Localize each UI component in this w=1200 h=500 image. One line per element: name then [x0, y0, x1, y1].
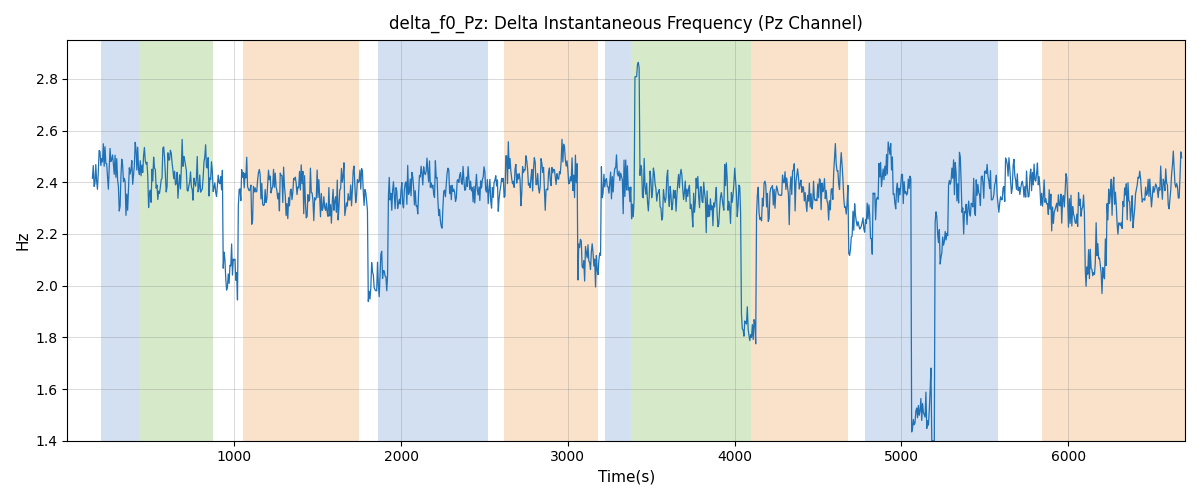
Y-axis label: Hz: Hz: [16, 230, 30, 250]
Bar: [1042, 40, 1118, 440]
Bar: [139, 40, 212, 440]
Bar: [242, 40, 359, 440]
Bar: [504, 40, 523, 440]
Bar: [101, 40, 139, 440]
Bar: [1118, 40, 1186, 440]
Bar: [631, 40, 668, 440]
Title: delta_f0_Pz: Delta Instantaneous Frequency (Pz Channel): delta_f0_Pz: Delta Instantaneous Frequen…: [389, 15, 863, 34]
Bar: [378, 40, 487, 440]
Bar: [865, 40, 998, 440]
Bar: [523, 40, 598, 440]
X-axis label: Time(s): Time(s): [598, 470, 655, 485]
Bar: [751, 40, 848, 440]
Bar: [605, 40, 631, 440]
Bar: [668, 40, 751, 440]
